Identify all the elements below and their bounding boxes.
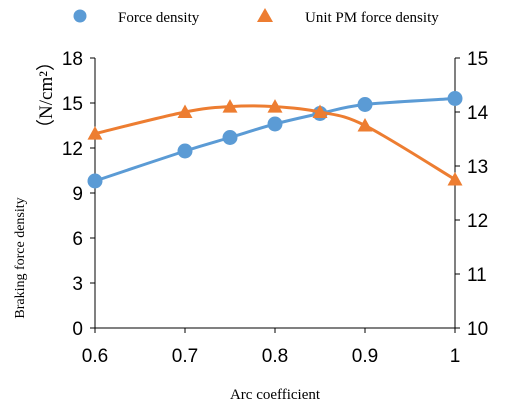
y2-tick-label: 13 (467, 157, 488, 178)
data-point-force-density (222, 130, 238, 145)
y-axis-title: Braking force density (13, 197, 28, 318)
x-tick-label: 0.7 (172, 346, 198, 367)
data-point-unit-pm-force-density (312, 104, 328, 118)
axis-ticks: 0 3 6 9 12 15 18 10 11 12 13 14 15 0.6 0.7 0.8 0.9 1 (62, 49, 489, 367)
y2-tick-label: 11 (467, 265, 487, 286)
y-tick-label: 18 (62, 49, 83, 70)
y2-tick-label: 12 (467, 211, 488, 232)
data-point-unit-pm-force-density (267, 99, 283, 113)
y-axis-unit: （N/cm²） (35, 52, 57, 138)
legend-marker-unit-pm-force-density (257, 8, 273, 22)
x-tick-label: 1 (450, 346, 461, 367)
y2-tick-label: 15 (467, 49, 488, 70)
x-tick-label: 0.6 (82, 346, 108, 367)
plot-area: 0 3 6 9 12 15 18 10 11 12 13 14 15 0.6 0.7 0.8 0.9 1 (62, 49, 489, 367)
data-point-force-density (447, 91, 463, 106)
y-tick-label: 9 (72, 184, 83, 205)
data-point-unit-pm-force-density (177, 104, 193, 118)
x-tick-label: 0.9 (352, 346, 378, 367)
legend-label-unit-pm-force-density: Unit PM force density (305, 10, 439, 26)
y-tick-label: 0 (72, 319, 83, 340)
y-tick-label: 3 (72, 274, 83, 295)
data-point-unit-pm-force-density (87, 126, 103, 140)
legend: Force density Unit PM force density (73, 8, 439, 26)
data-point-force-density (177, 143, 193, 159)
data-point-unit-pm-force-density (222, 99, 238, 113)
legend-marker-force-density (73, 9, 87, 23)
y2-tick-label: 14 (467, 103, 489, 124)
y-tick-label: 12 (62, 139, 83, 160)
x-tick-label: 0.8 (262, 346, 288, 367)
data-point-force-density (267, 116, 283, 132)
legend-label-force-density: Force density (118, 10, 200, 26)
data-point-unit-pm-force-density (447, 172, 463, 186)
data-point-force-density (87, 173, 103, 189)
data-point-force-density (357, 97, 373, 112)
data-point-unit-pm-force-density (357, 118, 373, 132)
y2-tick-label: 10 (467, 319, 488, 340)
series-layer (87, 91, 463, 189)
y-tick-label: 6 (72, 229, 83, 250)
y-tick-label: 15 (62, 94, 83, 115)
x-axis-title: Arc coefficient (230, 387, 321, 403)
